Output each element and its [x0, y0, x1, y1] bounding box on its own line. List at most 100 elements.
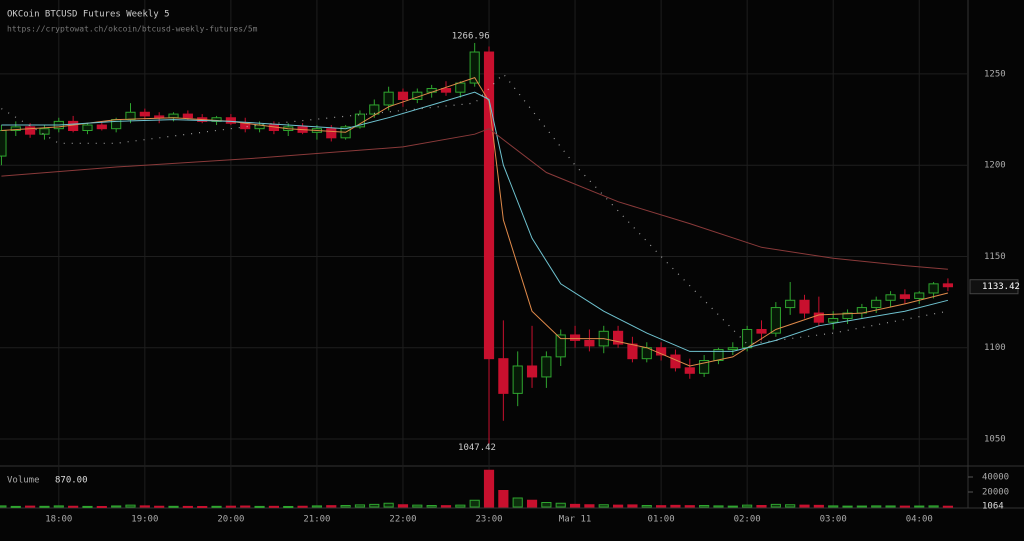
volume-bar: [340, 505, 351, 508]
volume-readout: 870.00: [55, 476, 88, 486]
candle-body: [584, 339, 595, 347]
volume-bar: [699, 505, 710, 508]
volume-bar: [942, 505, 954, 508]
volume-bar: [498, 489, 509, 508]
volume-bar: [68, 505, 79, 508]
volume-bar: [125, 504, 136, 508]
volume-bar: [684, 505, 695, 508]
volume-bar: [369, 503, 380, 508]
last-volume-label: 1064: [982, 502, 1004, 512]
volume-bar: [526, 499, 538, 508]
volume-bar: [899, 505, 910, 508]
candle-body: [397, 91, 409, 100]
candle-body: [125, 111, 136, 121]
volume-bar: [268, 505, 279, 508]
candle-body: [928, 283, 939, 294]
candle-body: [612, 330, 624, 345]
x-tick-label: 19:00: [131, 515, 158, 525]
candle-body: [25, 126, 36, 135]
volume-bar: [598, 504, 609, 508]
candle-body: [168, 113, 179, 119]
candle-body: [483, 51, 495, 360]
candle-body: [899, 294, 910, 299]
volume-bar: [569, 503, 581, 508]
volume-bar: [742, 504, 753, 508]
candle-body: [225, 117, 236, 124]
candle-body: [785, 299, 796, 309]
volume-bar: [856, 505, 867, 508]
volume-bar: [828, 505, 839, 508]
candle-body: [828, 318, 839, 323]
volume-bar: [426, 505, 437, 508]
volume-bar: [225, 505, 236, 508]
candle-body: [942, 283, 954, 288]
candle-body: [354, 113, 366, 128]
x-tick-label: 01:00: [648, 515, 675, 525]
candle-body: [383, 91, 394, 106]
volume-bar: [713, 505, 724, 508]
candle-body: [770, 307, 781, 334]
x-tick-label: 02:00: [734, 515, 761, 525]
x-tick-label: 03:00: [820, 515, 847, 525]
volume-bar: [25, 505, 36, 508]
candle-body: [455, 82, 466, 93]
volume-bar: [555, 502, 566, 508]
volume-bar: [154, 505, 165, 508]
volume-bar: [656, 505, 667, 508]
candle-body: [813, 312, 824, 323]
last-price-label: 1133.42: [982, 282, 1020, 292]
labels: OKCoin BTCUSD Futures Weekly 5 https://c…: [7, 10, 1020, 525]
volume-bar: [139, 505, 150, 508]
indicator-line: [1, 76, 949, 367]
candle-body: [914, 292, 925, 299]
candle-body: [0, 130, 7, 157]
volume-bar: [455, 504, 466, 508]
volume-bar: [799, 504, 810, 508]
volume-bar: [727, 505, 738, 508]
y-tick-label: 1050: [984, 435, 1006, 445]
volume-bar: [211, 505, 222, 508]
volume-bar: [641, 505, 652, 508]
volume-tick-label: 40000: [982, 472, 1009, 482]
candle-body: [82, 124, 93, 132]
candle-body: [326, 128, 337, 139]
indicator-line: [1, 128, 948, 270]
candle-body: [139, 111, 150, 117]
candle-body: [799, 299, 810, 314]
last-price-tag: [969, 279, 1019, 295]
candle-body: [154, 115, 165, 119]
volume-bar: [483, 469, 495, 508]
volume-bar: [10, 505, 21, 508]
candle-body: [627, 343, 638, 360]
volume-bar: [612, 504, 624, 508]
volume-bar: [914, 505, 925, 508]
volume-bar: [283, 505, 294, 508]
candle-body: [469, 51, 480, 84]
volume-bar: [928, 505, 939, 508]
volume-bar: [885, 505, 896, 508]
volume-bar: [785, 504, 796, 508]
x-tick-label: 23:00: [475, 515, 502, 525]
candle-body: [39, 128, 50, 135]
candle-body: [699, 360, 710, 374]
volume-bar: [354, 504, 366, 508]
candle-body: [871, 299, 882, 309]
volume-bar: [182, 505, 193, 508]
candle-body: [555, 334, 566, 358]
volume-bar: [297, 505, 308, 508]
candle-body: [512, 365, 523, 394]
volume-bar: [53, 505, 64, 508]
marks: [0, 42, 954, 508]
candle-body: [885, 294, 896, 301]
volume-bar: [111, 505, 122, 508]
y-tick-label: 1250: [984, 69, 1006, 79]
candle-body: [96, 124, 107, 130]
high-annotation: 1266.96: [452, 31, 490, 41]
volume-bar: [39, 505, 50, 508]
y-tick-label: 1100: [984, 343, 1006, 353]
volume-bar: [254, 505, 265, 508]
volume-bar: [82, 505, 93, 508]
candle-body: [440, 88, 452, 93]
volume-bar: [756, 505, 767, 508]
